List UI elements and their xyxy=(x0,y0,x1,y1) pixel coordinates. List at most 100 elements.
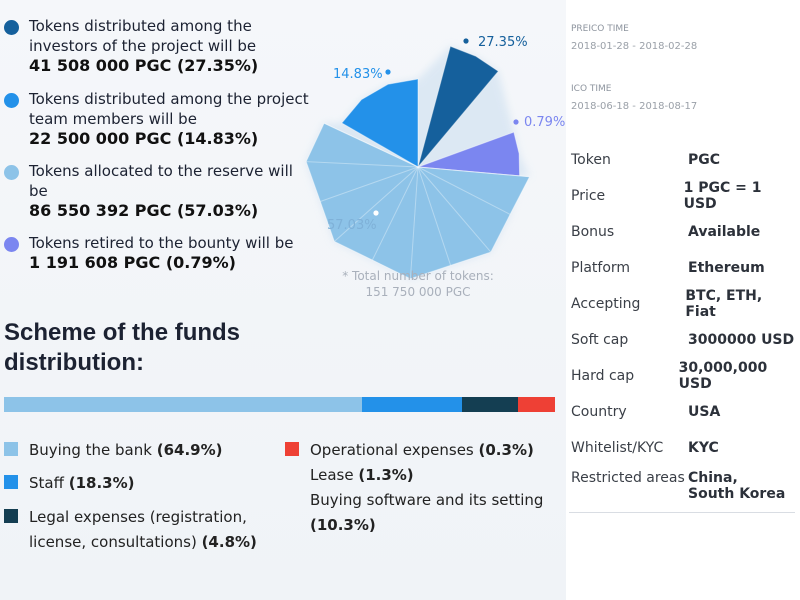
chart-label-dot xyxy=(373,210,379,216)
info-value: BTC, ETH, Fiat xyxy=(685,288,763,320)
info-divider xyxy=(569,512,795,513)
legend-item-bank: Buying the bank (64.9%) xyxy=(4,438,274,463)
info-value: 1 PGC = 1 USD xyxy=(683,180,762,212)
bullet-team-icon xyxy=(4,93,19,108)
chart-slice xyxy=(417,131,521,177)
info-value: PGC xyxy=(688,152,721,168)
chart-slice xyxy=(341,78,419,168)
chart-facet-line xyxy=(371,166,419,261)
chart-facet-line xyxy=(417,166,511,215)
distribution-text: Tokens distributed among the investors o… xyxy=(29,17,257,55)
legend-swatch-icon xyxy=(4,475,18,489)
legend-pct: (10.3%) xyxy=(310,516,376,534)
legend-item-operational: Operational expenses (0.3%) xyxy=(285,438,555,463)
token-info-table: Token PGC Price 1 PGC = 1 USD Bonus Availab… xyxy=(569,142,795,513)
info-row-kyc: Whitelist/KYC KYC xyxy=(569,430,795,466)
legend-item-staff: Staff (18.3%) xyxy=(4,471,274,496)
legend-label: Buying the bank xyxy=(29,441,152,459)
preico-label: PREICO TIME xyxy=(571,24,629,34)
info-row-hardcap: Hard cap 30,000,000 USD xyxy=(569,358,795,394)
chart-facet-line xyxy=(320,166,419,202)
funds-bar-segment xyxy=(361,397,463,412)
chart-facet-line xyxy=(417,166,452,266)
info-key: Platform xyxy=(571,260,631,276)
distribution-item-team: Tokens distributed among the project tea… xyxy=(4,89,314,149)
legend-label: Legal expenses (registration, xyxy=(29,508,247,526)
chart-facet-line xyxy=(306,161,419,168)
legend-item-legal: Legal expenses (registration, license, co… xyxy=(4,505,274,555)
chart-facet-line xyxy=(334,166,419,242)
chart-slice xyxy=(417,45,500,168)
distribution-text: Tokens retired to the bounty will be xyxy=(29,234,294,252)
legend-label: license, consultations) xyxy=(29,533,197,551)
info-key: Hard cap xyxy=(571,368,635,384)
info-value: KYC xyxy=(688,440,719,456)
info-key: Soft cap xyxy=(571,332,629,348)
distribution-text: Tokens allocated to the reserve will be xyxy=(29,162,293,200)
bullet-reserve-icon xyxy=(4,165,19,180)
legend-label: Operational expenses xyxy=(310,441,474,459)
distribution-item-bounty: Tokens retired to the bounty will be 1 1… xyxy=(4,233,314,273)
funds-bar-segment xyxy=(517,397,555,412)
info-row-softcap: Soft cap 3000000 USD xyxy=(569,322,795,358)
chart-facet-line xyxy=(323,122,419,168)
chart-note-total: 151 750 000 PGC xyxy=(365,285,471,299)
chart-label-dot xyxy=(463,38,469,44)
legend-label: Buying software and its setting xyxy=(310,491,544,509)
info-row-price: Price 1 PGC = 1 USD xyxy=(569,178,795,214)
legend-item-lease: Lease (1.3%) xyxy=(310,463,414,488)
bullet-investors-icon xyxy=(4,20,19,35)
legend-pct: (18.3%) xyxy=(68,474,135,492)
info-row-country: Country USA xyxy=(569,394,795,430)
legend-label: Staff xyxy=(29,474,64,492)
info-row-token: Token PGC xyxy=(569,142,795,178)
chart-value-label: 27.35% xyxy=(478,35,528,50)
info-value: Ethereum xyxy=(688,260,765,276)
legend-swatch-icon xyxy=(4,442,18,456)
info-key: Price xyxy=(571,188,606,204)
scheme-title: Scheme of the funds distribution: xyxy=(4,319,241,376)
legend-item-software: Buying software and its setting (10.3%) xyxy=(310,488,560,538)
chart-slice xyxy=(305,122,531,280)
info-value: China, South Korea xyxy=(688,470,786,502)
funds-bar-segment xyxy=(462,397,518,412)
distribution-amount: 1 191 608 PGC (0.79%) xyxy=(29,253,236,272)
info-key: Bonus xyxy=(571,224,615,240)
info-row-bonus: Bonus Available xyxy=(569,214,795,250)
info-key: Whitelist/KYC xyxy=(571,440,664,456)
chart-facet-line xyxy=(417,166,492,253)
info-value: 3000000 USD xyxy=(688,332,795,348)
info-key: Token xyxy=(571,152,611,168)
distribution-amount: 22 500 000 PGC (14.83%) xyxy=(29,129,259,148)
legend-swatch-icon xyxy=(4,509,18,523)
bullet-bounty-icon xyxy=(4,237,19,252)
funds-distribution-bar xyxy=(4,397,555,412)
chart-note: * Total number of tokens: 151 750 000 PG… xyxy=(300,268,536,300)
legend-pct: (64.9%) xyxy=(156,441,223,459)
distribution-item-investors: Tokens distributed among the investors o… xyxy=(4,16,314,76)
chart-label-dot xyxy=(513,119,519,125)
info-row-accepting: Accepting BTC, ETH, Fiat xyxy=(569,286,795,322)
distribution-text: Tokens distributed among the project tea… xyxy=(29,90,309,128)
legend-pct: (4.8%) xyxy=(201,533,257,551)
chart-value-label: 0.79% xyxy=(524,115,565,130)
distribution-amount: 41 508 000 PGC (27.35%) xyxy=(29,56,259,75)
info-row-platform: Platform Ethereum xyxy=(569,250,795,286)
legend-swatch-icon xyxy=(285,442,299,456)
distribution-amount: 86 550 392 PGC (57.03%) xyxy=(29,201,259,220)
info-value: Available xyxy=(688,224,761,240)
chart-value-label: 57.03% xyxy=(327,218,377,233)
token-distribution-chart: 27.35% 14.83% 0.79% 57.03% xyxy=(305,35,565,280)
distribution-item-reserve: Tokens allocated to the reserve will be … xyxy=(4,161,314,221)
info-value: USA xyxy=(688,404,721,420)
chart-label-dot xyxy=(385,69,391,75)
chart-facet-line xyxy=(417,166,530,178)
chart-note-line: * Total number of tokens: xyxy=(342,269,494,283)
preico-value: 2018-01-28 - 2018-02-28 xyxy=(571,41,698,52)
info-row-restricted: Restricted areas China, South Korea xyxy=(569,466,795,510)
legend-pct: (0.3%) xyxy=(478,441,534,459)
info-key: Accepting xyxy=(571,296,641,312)
funds-bar-segment xyxy=(4,397,362,412)
chart-value-label: 14.83% xyxy=(333,67,383,82)
ico-label: ICO TIME xyxy=(571,84,612,94)
